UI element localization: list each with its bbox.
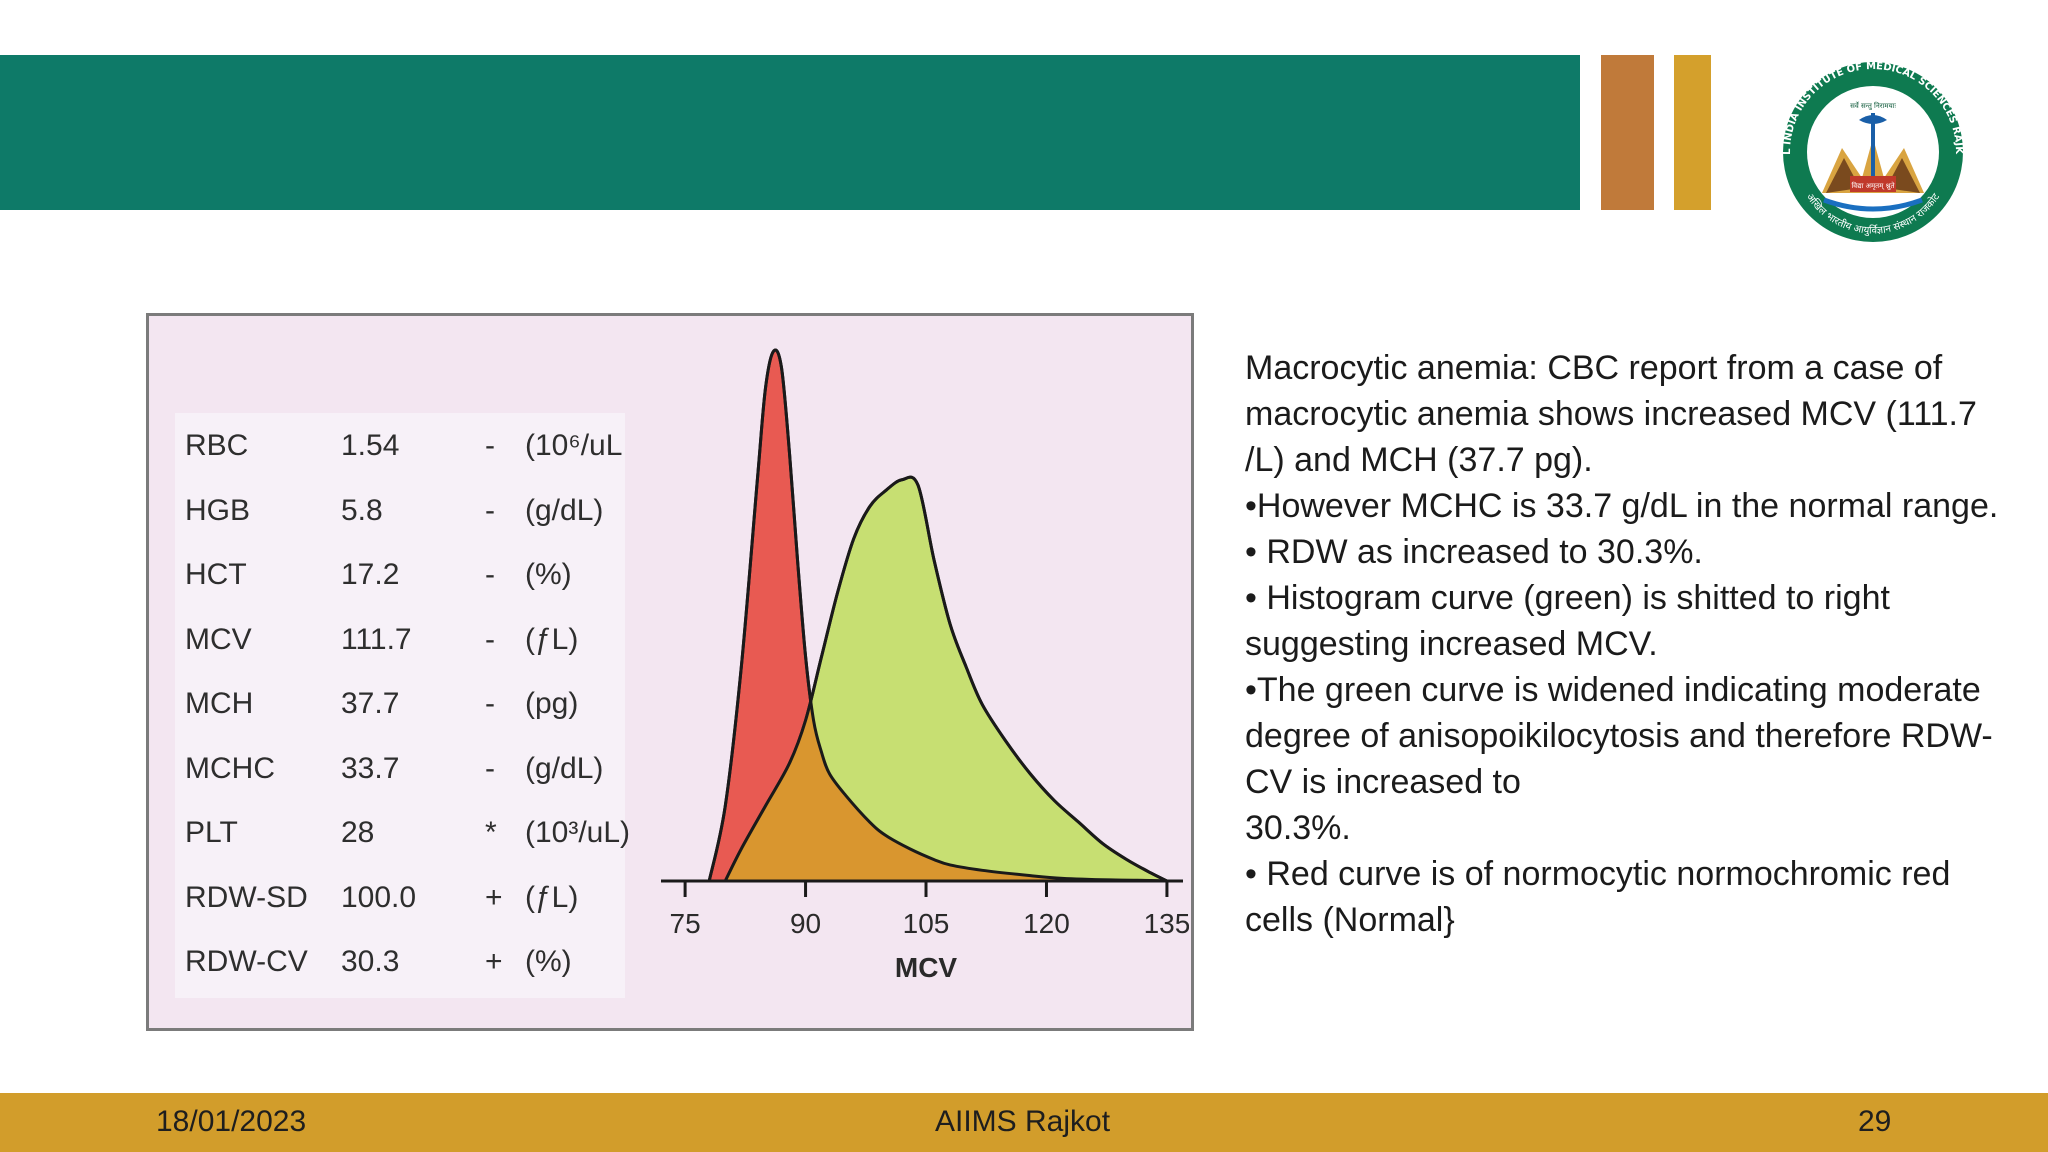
cbc-param-name: HGB [185,493,251,527]
cbc-param-flag: + [485,945,503,978]
description-line: • RDW as increased to 30.3%. [1245,533,1703,571]
svg-text:विद्या अमृतम् श्नुते: विद्या अमृतम् श्नुते [1851,181,1895,190]
cbc-param-unit: (%) [525,558,572,591]
curve-overlap-area [725,704,1167,881]
description-line: •However MCHC is 33.7 g/dL in the normal… [1245,487,1999,525]
description-line: • Red curve is of normocytic normochromi… [1245,855,1951,939]
cbc-param-value: 37.7 [341,687,400,720]
header-band [0,55,1580,210]
description-line: •The green curve is widened indicating m… [1245,671,1993,801]
cbc-param-name: PLT [185,816,238,849]
footer-bar: 18/01/2023 AIIMS Rajkot 29 [0,1093,2048,1152]
cbc-param-flag: - [485,429,495,462]
cbc-param-flag: - [485,622,495,656]
cbc-table-row: RBC 1.54 - (10⁶/uL [175,417,625,481]
cbc-param-value: 100.0 [341,880,417,914]
footer-page-number: 29 [1858,1105,1892,1138]
description-line: 30.3%. [1245,809,1351,847]
cbc-table-row: MCHC 33.7 - (g/dL) [175,740,625,804]
cbc-param-name: MCH [185,687,254,720]
header-accent-bar-orange [1601,55,1654,210]
cbc-param-value: 30.3 [341,945,400,978]
cbc-table-row: HCT 17.2 - (%) [175,546,625,610]
description-text: Macrocytic anemia: CBC report from a cas… [1245,345,2005,943]
cbc-param-value: 17.2 [341,558,400,591]
x-tick-label: 120 [1023,908,1070,939]
cbc-param-flag: - [485,558,495,591]
cbc-figure: RBC 1.54- (10⁶/uL HGB 5.8- (g/dL) HCT 17.2- (%) M… [146,313,1194,1031]
cbc-param-unit: (%) [525,945,572,978]
cbc-param-flag: - [485,687,495,720]
cbc-table-row: MCV 111.7 - (ƒL) [175,611,625,675]
header-accent-bar-gold [1674,55,1711,210]
cbc-param-flag: - [485,493,495,527]
cbc-param-unit: (ƒL) [525,622,579,656]
x-tick-label: 135 [1144,908,1189,939]
aiims-rajkot-seal-logo: ALL INDIA INSTITUTE OF MEDICAL SCIENCES … [1762,58,1965,244]
cbc-param-flag: - [485,751,495,785]
x-tick-label: 105 [903,908,950,939]
svg-text:सर्वे सन्तु निरामयाः: सर्वे सन्तु निरामयाः [1850,101,1896,110]
curve-outline [723,475,1168,883]
cbc-param-unit: (g/dL) [525,751,604,785]
cbc-table-row: RDW-SD 100.0 + (ƒL) [175,869,625,933]
footer-date: 18/01/2023 [156,1105,307,1138]
cbc-param-value: 33.7 [341,751,400,785]
description-line: Macrocytic anemia: CBC report from a cas… [1245,349,1977,479]
cbc-param-name: MCV [185,622,252,656]
cbc-param-name: MCHC [185,751,275,785]
cbc-table-row: MCH 37.7 - (pg) [175,675,625,739]
cbc-table: RBC 1.54- (10⁶/uL HGB 5.8- (g/dL) HCT 17.2- (%) M… [175,413,630,998]
cbc-param-unit: (10⁶/uL [525,429,623,462]
x-axis-label: MCV [895,952,958,983]
x-tick-label: 90 [790,908,821,939]
cbc-param-name: RDW-CV [185,945,308,978]
cbc-param-unit: (ƒL) [525,880,579,914]
cbc-param-value: 111.7 [341,622,412,656]
cbc-table-row: RDW-CV 30.3 + (%) [175,933,625,997]
cbc-param-flag: + [485,880,503,914]
description-line: • Histogram curve (green) is shitted to … [1245,579,1890,663]
cbc-param-unit: (pg) [525,687,579,720]
cbc-param-unit: (10³/uL) [525,816,631,849]
x-tick-label: 75 [670,908,701,939]
cbc-param-flag: * [485,816,497,849]
footer-institute: AIIMS Rajkot [935,1105,1111,1138]
cbc-param-unit: (g/dL) [525,493,604,527]
cbc-param-value: 5.8 [341,493,383,527]
cbc-param-name: RBC [185,429,249,462]
cbc-table-row: PLT 28 * (10³/uL) [175,804,630,868]
cbc-param-value: 28 [341,816,375,849]
cbc-param-name: HCT [185,558,247,591]
mcv-histogram-chart: 75 90 105 120 135 MCV [661,348,1189,983]
curve-outline [707,348,1167,883]
cbc-param-value: 1.54 [341,429,400,462]
cbc-table-row: HGB 5.8 - (g/dL) [175,482,625,546]
cbc-param-name: RDW-SD [185,880,308,914]
